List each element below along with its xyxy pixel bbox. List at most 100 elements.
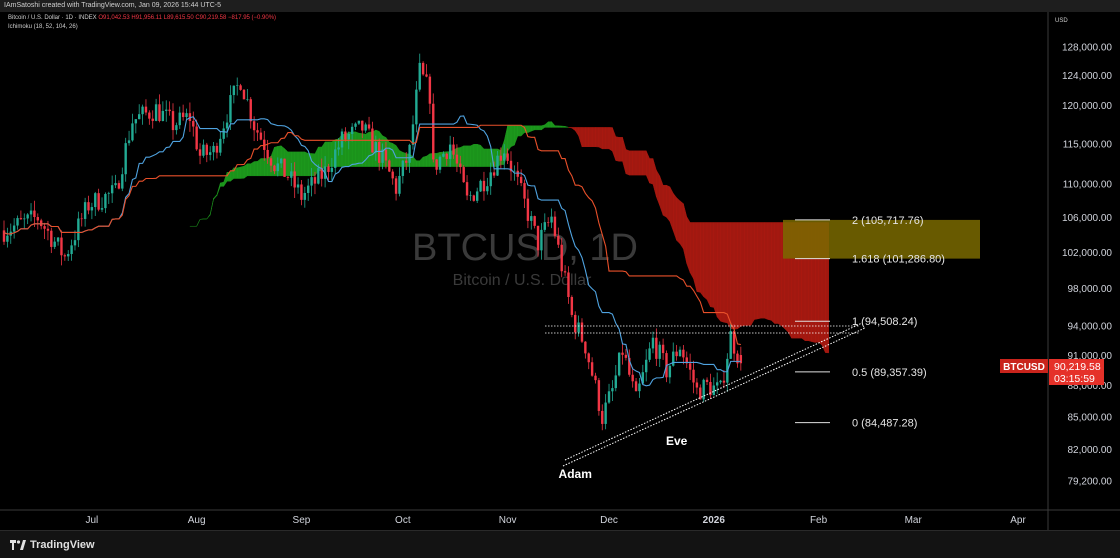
candle[interactable] [492, 172, 496, 176]
candle[interactable] [313, 177, 317, 184]
legend-indicator[interactable]: Ichimoku (18, 52, 104, 26) [8, 24, 78, 30]
candle[interactable] [19, 218, 23, 220]
candle[interactable] [340, 131, 344, 148]
candle[interactable] [327, 166, 330, 172]
candle[interactable] [141, 106, 144, 115]
candle[interactable] [259, 132, 263, 140]
candle[interactable] [185, 113, 188, 118]
candle[interactable] [242, 89, 246, 100]
candle[interactable] [577, 322, 580, 333]
candle[interactable] [337, 147, 340, 150]
candle[interactable] [43, 226, 46, 229]
candle[interactable] [722, 380, 726, 383]
candle[interactable] [154, 104, 158, 121]
candle[interactable] [476, 191, 479, 201]
candle[interactable] [648, 348, 651, 360]
candle[interactable] [513, 170, 516, 172]
candle[interactable] [33, 210, 36, 218]
candle[interactable] [546, 222, 550, 223]
candle[interactable] [425, 74, 428, 77]
candle[interactable] [560, 244, 563, 272]
candle[interactable] [296, 184, 300, 188]
candle[interactable] [445, 153, 448, 159]
candle[interactable] [621, 352, 624, 355]
candle[interactable] [279, 158, 283, 164]
candle[interactable] [344, 131, 347, 140]
support-trendline[interactable] [564, 322, 863, 461]
candle[interactable] [168, 109, 171, 112]
candle[interactable] [634, 381, 638, 392]
candle[interactable] [503, 153, 506, 161]
candle[interactable] [110, 185, 114, 194]
candle[interactable] [617, 352, 621, 376]
candle[interactable] [198, 149, 202, 156]
candle[interactable] [310, 177, 313, 186]
candle[interactable] [418, 62, 421, 90]
candle[interactable] [668, 365, 672, 378]
candle[interactable] [320, 168, 323, 179]
candle[interactable] [104, 193, 107, 209]
candle[interactable] [178, 112, 181, 126]
candle[interactable] [553, 216, 557, 236]
candle[interactable] [732, 331, 736, 354]
candle[interactable] [381, 149, 384, 163]
candle[interactable] [56, 237, 60, 242]
candle[interactable] [202, 144, 205, 156]
candle[interactable] [651, 337, 655, 349]
candle[interactable] [229, 95, 232, 123]
candle[interactable] [131, 123, 134, 141]
candle[interactable] [401, 160, 405, 176]
candle[interactable] [567, 272, 570, 298]
candle[interactable] [506, 153, 509, 161]
candle[interactable] [384, 149, 388, 161]
candle[interactable] [361, 120, 364, 131]
candle[interactable] [496, 155, 499, 176]
candle[interactable] [239, 85, 242, 90]
candle[interactable] [263, 139, 266, 150]
candle[interactable] [421, 62, 425, 75]
candle[interactable] [729, 331, 732, 359]
candle[interactable] [249, 99, 252, 122]
candle[interactable] [87, 202, 90, 211]
candle[interactable] [6, 235, 9, 242]
candle[interactable] [114, 183, 117, 186]
candle[interactable] [685, 357, 688, 364]
candle[interactable] [672, 351, 675, 366]
candle[interactable] [124, 143, 127, 175]
candle[interactable] [273, 165, 276, 172]
price-chart[interactable]: BTCUSD, 1D Bitcoin / U.S. Dollar 2 (105,… [0, 12, 1120, 530]
candle[interactable] [276, 163, 279, 172]
candle[interactable] [212, 145, 215, 153]
candle[interactable] [459, 163, 462, 168]
candle[interactable] [307, 185, 310, 193]
candle[interactable] [246, 99, 249, 100]
candle[interactable] [486, 186, 489, 192]
candle[interactable] [53, 241, 56, 247]
candle[interactable] [192, 120, 195, 127]
candle[interactable] [658, 344, 661, 359]
candle[interactable] [675, 351, 678, 357]
candle[interactable] [161, 110, 165, 122]
candle[interactable] [252, 121, 256, 131]
candle[interactable] [195, 126, 198, 150]
candle[interactable] [121, 174, 124, 189]
candle[interactable] [661, 344, 665, 354]
candle[interactable] [655, 337, 658, 359]
candle[interactable] [624, 354, 628, 358]
candle[interactable] [580, 322, 584, 342]
candle[interactable] [63, 255, 67, 257]
candle[interactable] [408, 144, 411, 163]
candle[interactable] [222, 128, 225, 139]
candle[interactable] [736, 353, 739, 364]
candle[interactable] [702, 379, 705, 400]
candle[interactable] [303, 192, 307, 200]
candle[interactable] [570, 297, 574, 315]
candle[interactable] [50, 230, 53, 247]
candle[interactable] [29, 210, 33, 215]
candle[interactable] [631, 374, 634, 382]
candle[interactable] [26, 214, 29, 219]
candle[interactable] [411, 124, 415, 145]
candle[interactable] [83, 202, 87, 219]
candle[interactable] [709, 381, 712, 396]
candle[interactable] [357, 120, 361, 124]
